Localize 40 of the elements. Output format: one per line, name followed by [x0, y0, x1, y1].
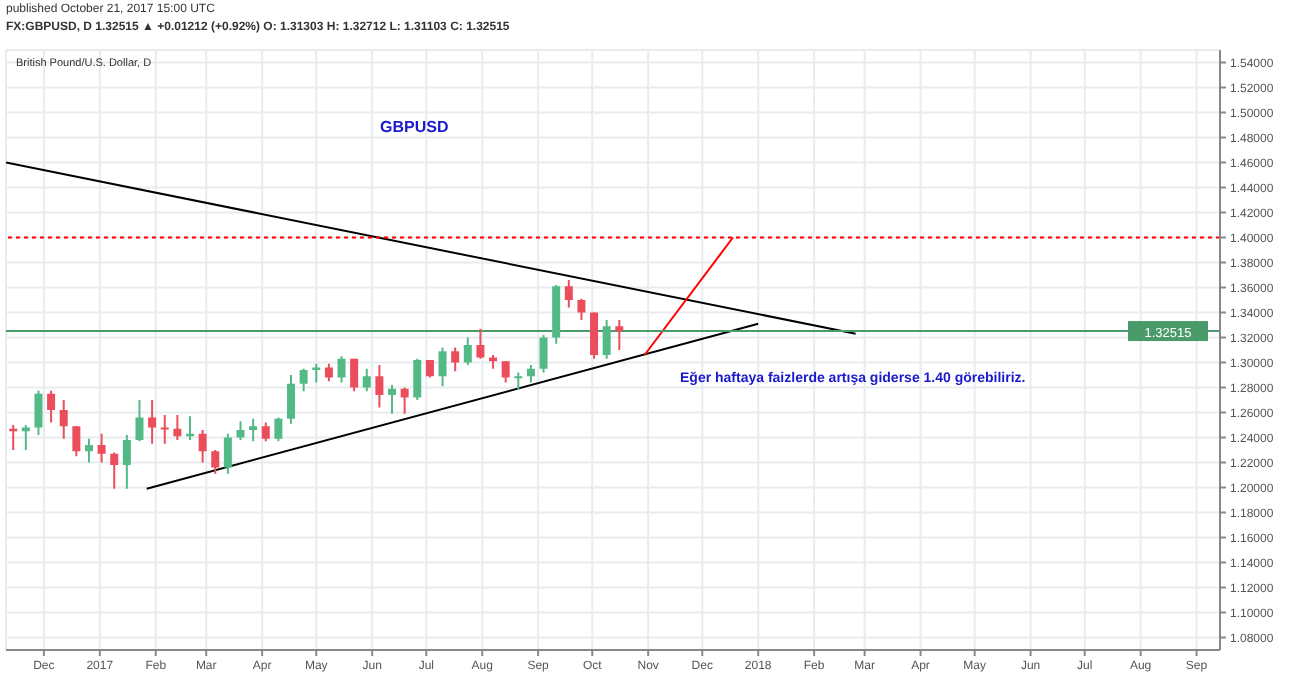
- candlestick: [47, 389, 56, 424]
- candlestick: [160, 414, 169, 445]
- candlestick: [72, 425, 81, 458]
- candlestick: [34, 389, 43, 436]
- candlestick: [564, 279, 573, 309]
- candlestick: [350, 357, 359, 393]
- candlestick: [438, 346, 447, 388]
- candlestick: [375, 364, 384, 409]
- candlestick: [135, 399, 144, 443]
- candlestick: [236, 420, 245, 441]
- candlestick: [110, 451, 119, 490]
- candlestick: [211, 449, 220, 475]
- candlestick: [173, 414, 182, 441]
- candlestick: [148, 399, 157, 445]
- candlestick: [463, 336, 472, 366]
- candlestick: [97, 432, 106, 464]
- candlestick: [602, 319, 611, 360]
- candlestick: [362, 367, 371, 393]
- candlestick: [249, 417, 258, 443]
- candlestick: [413, 357, 422, 401]
- candlestick: [577, 297, 586, 321]
- candlestick: [59, 399, 68, 440]
- candlestick: [615, 319, 624, 351]
- candlestick: [590, 311, 599, 360]
- candlestick: [223, 432, 232, 475]
- candlestick: [299, 367, 308, 393]
- candlestick: [198, 429, 207, 464]
- candlestick: [451, 346, 460, 373]
- candlestick: [501, 360, 510, 384]
- candlestick: [287, 374, 296, 425]
- candlestick: [400, 386, 409, 415]
- candlestick: [84, 437, 93, 464]
- candlestick: [388, 384, 397, 415]
- candlestick: [261, 421, 270, 443]
- candlestick: [337, 355, 346, 384]
- candlestick: [539, 334, 548, 374]
- candlestick: [274, 416, 283, 443]
- candlestick: [476, 327, 485, 360]
- candlestick: [122, 434, 131, 490]
- text: GBPUSD: [380, 118, 449, 136]
